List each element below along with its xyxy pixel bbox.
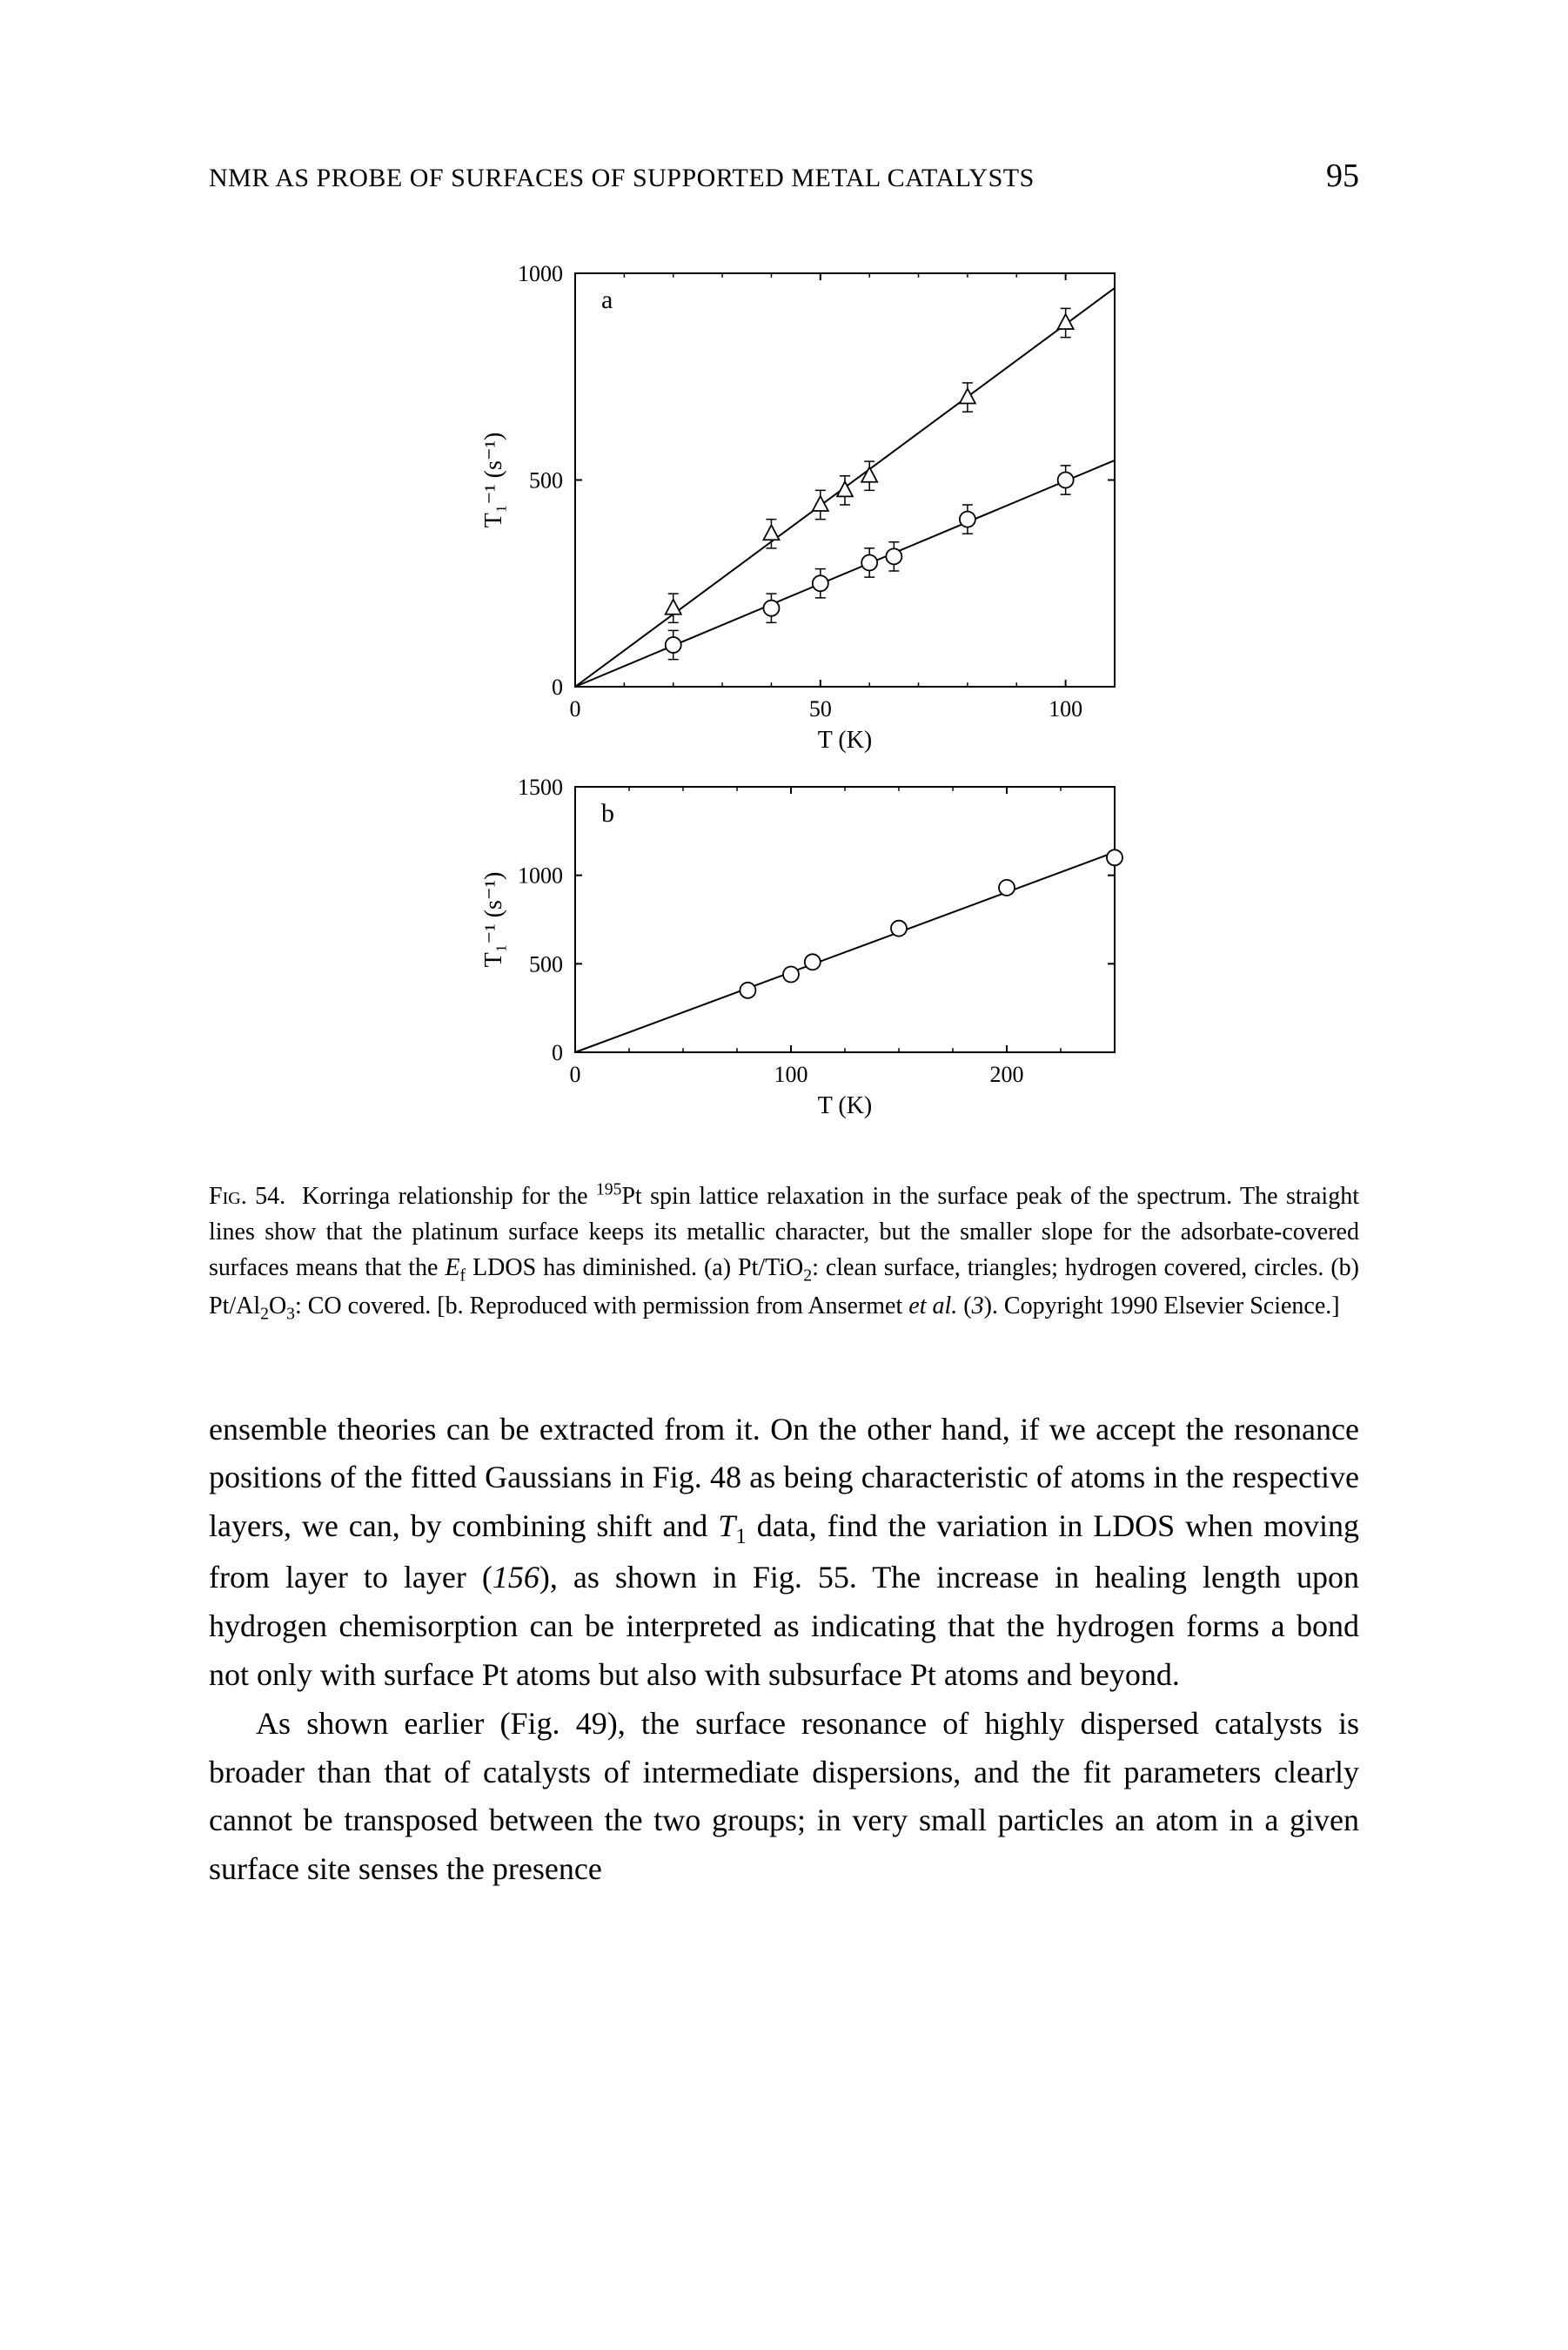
svg-text:T₁⁻¹ (s⁻¹): T₁⁻¹ (s⁻¹) xyxy=(480,433,507,528)
svg-text:1500: 1500 xyxy=(518,775,563,800)
svg-text:0: 0 xyxy=(570,696,581,722)
svg-text:T (K): T (K) xyxy=(818,1092,872,1119)
header-row: NMR AS PROBE OF SURFACES OF SUPPORTED ME… xyxy=(209,157,1359,195)
running-head: NMR AS PROBE OF SURFACES OF SUPPORTED ME… xyxy=(209,164,1035,193)
paragraph-2: As shown earlier (Fig. 49), the surface … xyxy=(209,1700,1359,1894)
svg-text:0: 0 xyxy=(552,675,563,700)
svg-text:T₁⁻¹ (s⁻¹): T₁⁻¹ (s⁻¹) xyxy=(480,872,507,968)
svg-text:T (K): T (K) xyxy=(818,727,872,754)
svg-text:200: 200 xyxy=(990,1062,1024,1087)
svg-text:b: b xyxy=(601,799,614,828)
svg-text:50: 50 xyxy=(809,696,832,722)
svg-text:1000: 1000 xyxy=(518,863,563,889)
chart-b: 0 100 200 0 500 1000 1500 T (K) T₁⁻¹ (s⁻¹) b xyxy=(427,769,1141,1135)
svg-text:100: 100 xyxy=(774,1062,808,1087)
svg-text:1000: 1000 xyxy=(518,261,563,286)
page-number: 95 xyxy=(1326,157,1359,195)
svg-text:500: 500 xyxy=(529,951,563,977)
svg-text:100: 100 xyxy=(1049,696,1082,722)
page: NMR AS PROBE OF SURFACES OF SUPPORTED ME… xyxy=(0,0,1568,2350)
figure-block: 05010005001000T (K)T₁⁻¹ (s⁻¹)a 010020005… xyxy=(209,247,1359,1327)
svg-text:0: 0 xyxy=(552,1040,563,1065)
caption-text: Fig. 54. Korringa relationship for the 1… xyxy=(209,1183,1359,1319)
body-text: ensemble theories can be extracted from … xyxy=(209,1406,1359,1894)
svg-text:a: a xyxy=(601,285,613,314)
svg-text:0: 0 xyxy=(570,1062,581,1087)
svg-text:500: 500 xyxy=(529,468,563,494)
figure-caption: Fig. 54. Korringa relationship for the 1… xyxy=(209,1178,1359,1327)
chart-a: 05010005001000T (K)T₁⁻¹ (s⁻¹)a xyxy=(427,247,1141,769)
paragraph-1: ensemble theories can be extracted from … xyxy=(209,1406,1359,1700)
